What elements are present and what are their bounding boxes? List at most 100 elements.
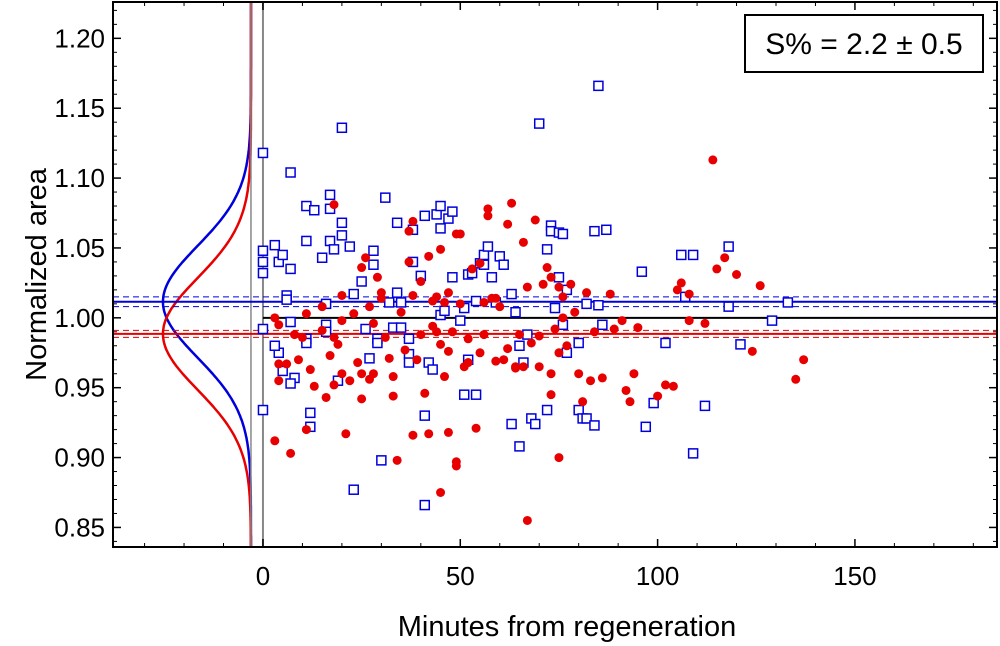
data-point-red [609,324,619,334]
data-point-blue [589,225,600,237]
data-point-blue [601,224,612,236]
x-tick-label: 50 [446,561,475,591]
data-point-blue [514,441,525,452]
data-point-blue [439,305,450,317]
data-point-red [282,359,292,369]
data-point-blue [486,272,498,283]
data-point-blue [455,315,466,326]
data-point-blue [395,297,407,308]
data-point-red [463,358,473,368]
data-point-blue [257,256,269,268]
data-point-red [357,369,367,379]
x-tick-label: 100 [636,561,679,591]
data-point-red [396,307,406,317]
data-point-red [700,318,710,328]
data-point-blue [285,378,296,389]
data-point-red [301,309,311,319]
data-points [257,80,809,525]
data-point-blue [316,252,328,263]
data-point-red [451,457,461,467]
data-point-blue [581,298,592,310]
data-point-red [475,348,485,358]
data-point-red [755,281,765,291]
data-point-red [503,219,513,229]
data-point-blue [277,249,288,261]
data-point-red [625,397,635,407]
data-point-blue [301,235,312,247]
data-point-blue [510,306,521,318]
data-point-red [499,355,509,365]
data-point-blue [533,118,545,129]
data-point-red [436,339,446,349]
data-point-blue [660,337,671,349]
data-point-blue [506,418,517,430]
data-point-red [463,334,473,344]
data-point-blue [553,272,565,283]
data-point-red [558,313,568,323]
data-point-red [720,253,730,263]
data-point-blue [427,364,438,375]
data-point-blue [676,249,687,261]
data-point-blue [364,353,375,364]
y-tick-label: 1.10 [54,163,105,193]
data-point-blue [277,365,288,377]
data-point-red [329,200,339,210]
data-point-red [274,320,284,330]
data-point-red [333,339,343,349]
data-point-red [684,289,694,299]
data-point-red [274,376,284,386]
data-point-red [475,258,485,268]
data-point-red [546,272,556,282]
data-point-red [290,330,300,340]
data-point-blue [336,230,348,241]
data-point-red [570,307,580,317]
data-point-blue [648,397,659,409]
data-point-blue [687,448,699,459]
data-point-red [341,429,351,439]
data-point-red [605,289,615,299]
data-point-blue [482,241,494,252]
data-point-red [522,282,532,292]
data-point-red [361,253,371,263]
data-point-blue [257,404,269,416]
statistic-annotation: S% = 2.2 ± 0.5 [765,28,962,61]
data-point-blue [368,259,379,270]
data-point-red [589,327,599,337]
distribution-curve-blue [161,2,253,546]
data-point-red [661,380,670,390]
data-point-blue [257,147,269,159]
data-point-red [329,380,339,390]
data-point-red [621,385,631,395]
data-point-blue [348,288,359,300]
data-point-blue [356,276,367,287]
data-point-red [530,215,540,225]
data-point-red [597,373,607,383]
data-point-blue [419,499,431,511]
data-point-red [297,332,307,342]
data-point-red [483,211,493,221]
data-point-blue [573,337,584,349]
data-point-blue [419,210,431,222]
data-point-blue [435,223,446,234]
data-point-blue [257,323,269,335]
data-point-red [440,372,449,382]
y-tick-label: 1.00 [54,303,105,333]
data-point-red [554,348,564,358]
data-point-blue [636,266,648,277]
data-point-red [554,282,564,292]
data-point-blue [328,244,340,255]
data-point-blue [391,287,403,298]
data-point-blue [498,259,509,270]
data-point-red [617,316,627,326]
data-point-red [479,297,489,307]
data-point-red [388,391,398,401]
data-point-red [455,229,465,239]
data-point-red [384,353,394,363]
data-point-red [518,237,528,247]
data-point-red [672,285,682,295]
data-point-blue [593,80,604,92]
y-tick-label: 1.15 [54,93,105,123]
data-point-red [392,455,402,465]
data-point-blue [384,297,395,308]
